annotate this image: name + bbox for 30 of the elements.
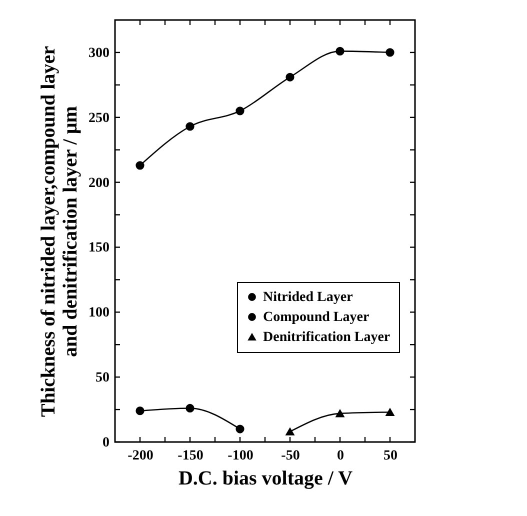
- point: [336, 46, 344, 56]
- x-tick-label: 50: [384, 448, 398, 464]
- x-tick-label: -100: [228, 448, 254, 464]
- legend-label: Denitrification Layer: [263, 330, 390, 345]
- point: [386, 48, 394, 57]
- point: [136, 161, 144, 170]
- point: [286, 428, 294, 436]
- point: [236, 424, 244, 434]
- x-axis-title: D.C. bias voltage / V: [178, 468, 354, 490]
- y-tick-label: 0: [102, 436, 110, 450]
- x-tick-label: -50: [281, 448, 300, 464]
- legend-label: Compound Layer: [263, 310, 370, 325]
- y-tick-label: 250: [88, 110, 110, 126]
- legend-label: Nitrided Layer: [263, 290, 353, 305]
- point: [236, 106, 244, 116]
- point: [186, 404, 194, 413]
- y-tick-label: 200: [88, 176, 110, 191]
- point: [186, 122, 194, 131]
- y-tick-label: 300: [88, 46, 110, 61]
- point: [286, 72, 294, 82]
- y-tick-label: 50: [96, 370, 110, 386]
- x-tick-label: -200: [128, 448, 154, 464]
- y-axis-title: Thickness of nitrided layer,compound layer and denitrification layer / μm: [38, 46, 82, 417]
- point: [386, 408, 394, 416]
- point: [336, 410, 344, 418]
- x-tick-label: 0: [337, 448, 344, 464]
- x-tick-label: -150: [178, 448, 204, 464]
- y-tick-label: 100: [88, 306, 110, 321]
- y-tick-label: 150: [88, 240, 110, 256]
- point: [136, 406, 144, 416]
